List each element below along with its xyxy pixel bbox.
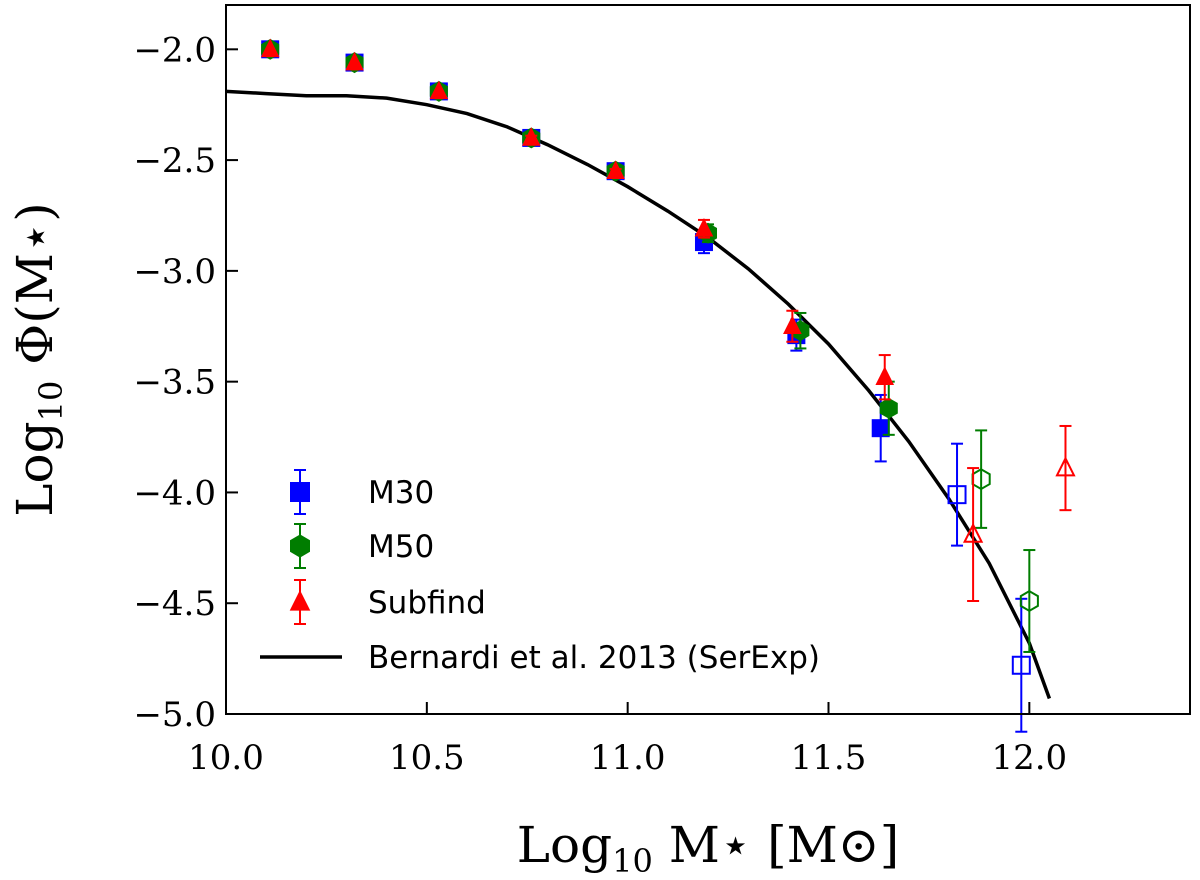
legend-marker-subfind — [289, 590, 311, 611]
x-tick-label: 10.0 — [188, 738, 264, 778]
data-point — [606, 160, 625, 179]
legend: M30 M50 Subfind Bernardi et al. 2013 (SerEx… — [260, 469, 820, 676]
data-point — [947, 485, 967, 505]
data-point — [694, 217, 714, 237]
data-point — [783, 315, 802, 335]
data-point — [345, 51, 364, 71]
y-tick-label: −5.0 — [133, 695, 216, 735]
plot-frame — [225, 4, 1191, 715]
data-point — [1019, 589, 1039, 613]
x-tick-label: 10.5 — [389, 738, 465, 778]
x-axis-label: Log10 M⋆ [M⊙] — [517, 816, 899, 880]
y-tick-label: −4.0 — [133, 473, 216, 513]
axes-layer: 10.0 10.5 11.0 11.5 12.0 −5.0 −4.5 −4.0 −3.5 −3.0… — [133, 30, 1067, 778]
data-point — [1055, 456, 1076, 477]
series-subfind — [260, 38, 1076, 603]
model-curve-layer — [226, 89, 1052, 700]
legend-label-subfind: Subfind — [368, 585, 486, 621]
legend-marker-m30 — [290, 482, 310, 502]
x-tick-label: 11.0 — [590, 738, 666, 778]
y-tick-label: −3.5 — [133, 363, 216, 403]
data-point — [429, 80, 449, 100]
y-axis-label: Log10 Φ(M⋆) — [6, 202, 70, 516]
data-point — [962, 522, 984, 543]
legend-label-model: Bernardi et al. 2013 (SerExp) — [368, 640, 820, 676]
legend-marker-m50 — [290, 534, 310, 558]
x-tick-label: 11.5 — [791, 738, 867, 778]
legend-label-m50: M50 — [368, 529, 434, 565]
x-tick-label: 12.0 — [991, 738, 1067, 778]
data-point — [260, 38, 280, 58]
y-tick-label: −3.0 — [133, 252, 216, 292]
data-point — [875, 366, 895, 385]
series-m30 — [261, 40, 1031, 733]
data-point — [521, 127, 541, 146]
y-tick-label: −2.5 — [133, 141, 216, 181]
data-point — [1011, 655, 1031, 675]
model-curve — [226, 89, 1052, 700]
legend-label-m30: M30 — [368, 475, 434, 511]
data-points-layer — [260, 38, 1076, 733]
y-tick-label: −2.0 — [133, 30, 216, 70]
y-tick-label: −4.5 — [133, 584, 216, 624]
data-point — [879, 397, 898, 419]
